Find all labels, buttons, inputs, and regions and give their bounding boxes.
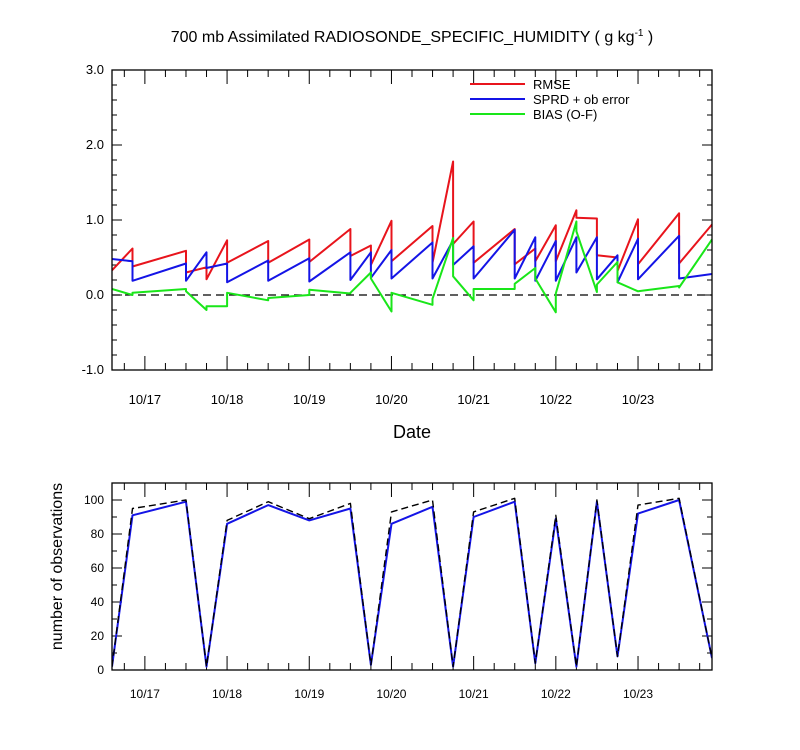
x-tick-label: 10/19 — [294, 687, 324, 701]
chart-title: 700 mb Assimilated RADIOSONDE_SPECIFIC_H… — [171, 28, 654, 46]
legend-label: RMSE — [533, 77, 571, 92]
series-line-rmse — [112, 160, 712, 281]
x-tick-label: 10/22 — [541, 687, 571, 701]
legend-label: BIAS (O-F) — [533, 107, 597, 122]
x-axis-label: Date — [393, 422, 431, 442]
y-axis-label: number of observations — [49, 483, 66, 650]
series-line-used — [112, 499, 712, 668]
plot-frame — [111, 69, 713, 371]
x-tick-label: 10/21 — [459, 687, 489, 701]
x-tick-label: 10/22 — [540, 392, 573, 407]
x-tick-label: 10/21 — [457, 392, 490, 407]
y-tick-label: 80 — [91, 527, 105, 541]
y-tick-label: 2.0 — [86, 137, 104, 152]
y-tick-label: 0 — [97, 663, 104, 677]
x-tick-label: 10/20 — [375, 392, 408, 407]
y-tick-label: 40 — [91, 595, 105, 609]
observation-count-chart: 0 20 40 60 80 100 10/17 10/18 10/19 10/20 10/21 10/… — [49, 482, 713, 701]
y-tick-label: 3.0 — [86, 62, 104, 77]
y-tick-label: 0.0 — [86, 287, 104, 302]
series-line-bias-o-f — [112, 220, 712, 314]
x-tick-label: 10/23 — [623, 687, 653, 701]
y-tick-label: 1.0 — [86, 212, 104, 227]
y-tick-label: -1.0 — [82, 362, 104, 377]
x-tick-label: 10/18 — [212, 687, 242, 701]
legend-label: SPRD + ob error — [533, 92, 630, 107]
series-line-sprd-ob-error — [112, 228, 712, 284]
y-tick-label: 20 — [91, 629, 105, 643]
x-tick-label: 10/23 — [622, 392, 655, 407]
y-tick-label: 60 — [91, 561, 105, 575]
error-statistics-chart: -1.0 0.0 1.0 2.0 3.0 10/17 10/18 10/19 10/20 10/2… — [82, 62, 713, 442]
y-tick-label: 100 — [84, 493, 104, 507]
plot-frame — [111, 482, 713, 671]
x-tick-label: 10/18 — [211, 392, 244, 407]
x-tick-label: 10/19 — [293, 392, 326, 407]
x-tick-label: 10/17 — [130, 687, 160, 701]
series-line-possible — [112, 497, 712, 668]
x-tick-label: 10/20 — [376, 687, 406, 701]
x-tick-label: 10/17 — [129, 392, 162, 407]
